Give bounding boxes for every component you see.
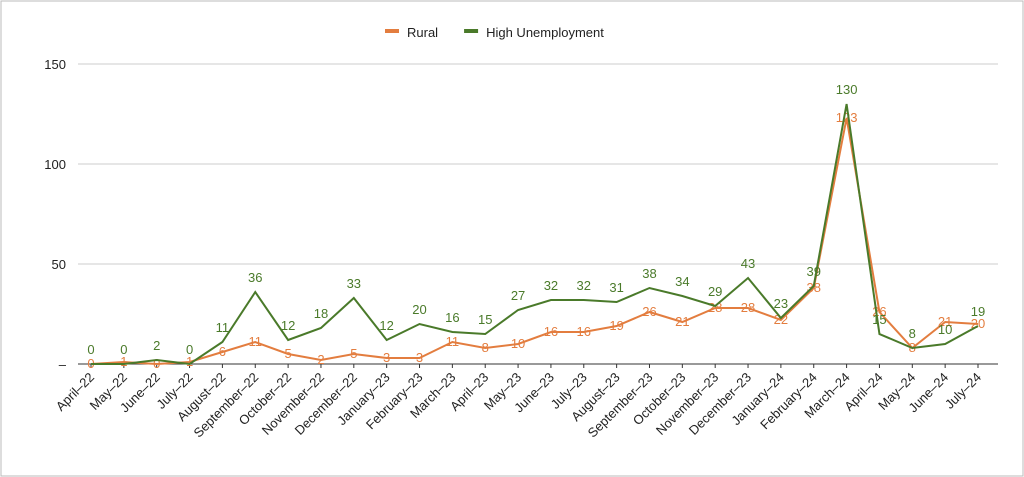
- value-label: 33: [347, 276, 361, 291]
- value-label: 11: [249, 334, 263, 349]
- value-label: 19: [609, 318, 623, 333]
- value-label: 32: [577, 278, 591, 293]
- value-label: 0: [153, 356, 160, 371]
- value-label: 1: [120, 354, 127, 369]
- value-label: 28: [741, 300, 755, 315]
- value-label: 36: [248, 270, 262, 285]
- value-label: 29: [708, 284, 722, 299]
- series-line: [91, 103, 979, 366]
- value-label: 8: [482, 340, 489, 355]
- value-label: 21: [675, 314, 689, 329]
- legend-swatch: [385, 29, 399, 33]
- legend-label: High Unemployment: [486, 25, 604, 40]
- value-label: 21: [938, 314, 952, 329]
- value-label: 18: [314, 306, 328, 321]
- y-tick-label: 100: [44, 157, 66, 172]
- value-label: 130: [836, 82, 858, 97]
- legend-label: Rural: [407, 25, 438, 40]
- value-label: 6: [219, 344, 226, 359]
- value-label: 0: [120, 342, 127, 357]
- value-label: 11: [446, 334, 460, 349]
- value-label: 5: [350, 346, 357, 361]
- value-label: 32: [544, 278, 558, 293]
- value-label: 31: [609, 280, 623, 295]
- legend-swatch: [464, 29, 479, 33]
- value-label: 27: [511, 288, 525, 303]
- value-label: 1: [186, 354, 193, 369]
- value-label: 19: [971, 304, 985, 319]
- value-label: 123: [836, 110, 858, 125]
- value-label: 0: [186, 342, 193, 357]
- value-label: 3: [383, 350, 390, 365]
- series-line: [90, 117, 979, 366]
- value-label: 16: [445, 310, 459, 325]
- value-label: 38: [642, 266, 656, 281]
- value-label: 8: [909, 326, 916, 341]
- value-label: 5: [284, 346, 291, 361]
- value-label: 34: [675, 274, 689, 289]
- value-label: 16: [544, 324, 558, 339]
- value-label: 12: [281, 318, 295, 333]
- value-label: 38: [807, 280, 821, 295]
- value-label: 11: [216, 320, 230, 335]
- value-label: 43: [741, 256, 755, 271]
- value-label: 3: [416, 350, 423, 365]
- value-label: 15: [872, 312, 886, 327]
- value-label: 20: [412, 302, 426, 317]
- value-label: 0: [87, 342, 94, 357]
- y-tick-label: 150: [44, 57, 66, 72]
- value-label: 12: [379, 318, 393, 333]
- value-label: 10: [938, 322, 952, 337]
- value-label: 23: [774, 296, 788, 311]
- value-label: 16: [577, 324, 591, 339]
- value-label: 39: [807, 264, 821, 279]
- y-tick-label: –: [59, 357, 67, 372]
- value-label: 26: [642, 304, 656, 319]
- y-tick-label: 50: [52, 257, 66, 272]
- value-label: 2: [153, 338, 160, 353]
- value-label: 2: [317, 352, 324, 367]
- value-label: 10: [511, 336, 525, 351]
- value-label: 15: [478, 312, 492, 327]
